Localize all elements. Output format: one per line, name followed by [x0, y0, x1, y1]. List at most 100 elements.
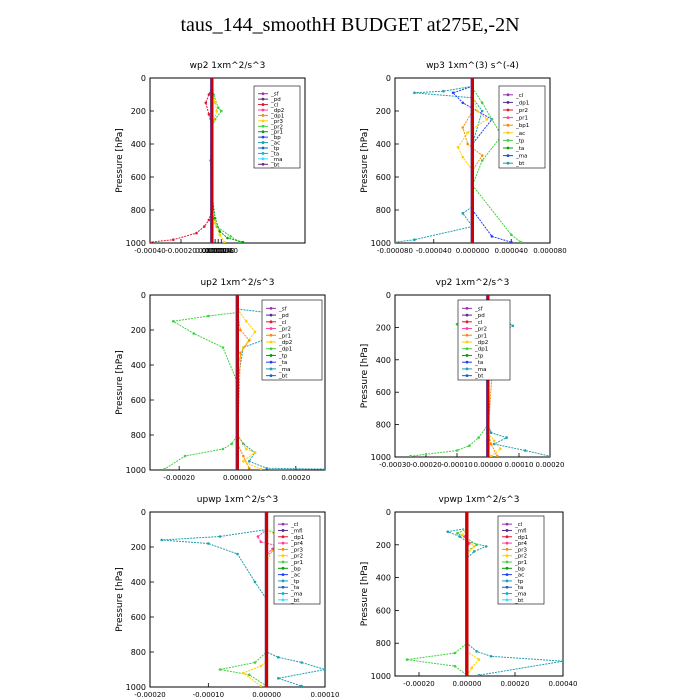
plot-area: [150, 78, 245, 243]
legend-marker: [261, 146, 265, 150]
legend-label: _pr2: [515, 108, 528, 114]
legend-label: _pd: [278, 313, 289, 319]
data-point: [242, 671, 245, 675]
legend-marker: [505, 573, 509, 577]
data-point: [245, 320, 248, 323]
legend-label: _ma: [290, 592, 302, 598]
legend-label: _pr2: [474, 327, 487, 333]
legend-marker: [269, 360, 273, 364]
data-point: [490, 235, 494, 238]
legend-marker: [505, 554, 509, 558]
legend-label: _pr1: [278, 333, 291, 339]
data-point: [226, 236, 229, 240]
panel-5: upwp 1xm^2/s^3 Pressure [hPa] 0 200 400 600 80…: [115, 495, 339, 699]
legend-marker: [261, 119, 265, 123]
legend-marker: [465, 306, 469, 310]
panel-title: wp3 1xm^(3) s^(-4): [426, 61, 519, 71]
plot-frame: [149, 77, 306, 244]
data-point: [484, 545, 488, 548]
series-line-pr1: [164, 312, 238, 470]
legend-label: _dp1: [290, 535, 304, 541]
y-tick-label: 400: [131, 140, 146, 149]
y-tick-label: 400: [376, 140, 391, 149]
legend-label: _tp: [474, 353, 484, 359]
legend-marker: [505, 585, 509, 589]
data-point: [456, 146, 460, 149]
data-point: [461, 155, 465, 159]
legend-label: _dp2: [278, 340, 292, 346]
legend-marker: [261, 103, 265, 106]
data-point: [489, 655, 493, 658]
panel-title: vp2 1xm^2/s^3: [436, 278, 510, 288]
data-point: [460, 533, 464, 537]
legend-marker: [465, 327, 469, 330]
panel-4: vp2 1xm^2/s^3 Pressure [hPa] 0 200 400 600 800…: [360, 278, 564, 469]
legend-label: _tp: [270, 146, 280, 152]
data-point: [195, 231, 198, 235]
data-point: [446, 530, 450, 533]
data-point: [218, 233, 222, 237]
legend-marker: [506, 154, 510, 158]
data-point: [413, 238, 416, 241]
legend-marker: [505, 579, 509, 583]
legend-label: _cl: [515, 93, 524, 99]
legend-label: _pd: [474, 313, 485, 319]
data-point: [192, 332, 196, 335]
x-tick-label: 0.00020: [536, 461, 565, 469]
data-point: [256, 535, 260, 538]
data-point: [163, 467, 166, 470]
legend-marker: [506, 123, 510, 127]
panel-title: upwp 1xm^2/s^3: [197, 495, 278, 505]
data-point: [207, 93, 211, 96]
series-line-tp: [395, 85, 483, 243]
data-point: [242, 460, 245, 463]
legend-marker: [281, 554, 285, 558]
y-axis-label: Pressure [hPa]: [360, 562, 370, 627]
legend-label: _ma: [270, 157, 282, 163]
series-line-pr2: [461, 528, 480, 676]
legend-label: _pr3: [290, 547, 304, 553]
legend-marker: [269, 374, 273, 378]
data-point: [213, 101, 217, 105]
legend-marker: [269, 306, 273, 310]
legend-marker: [269, 327, 273, 330]
data-point: [468, 541, 471, 545]
panel-title: vpwp 1xm^2/s^3: [438, 495, 519, 505]
data-point: [456, 532, 459, 535]
legend-marker: [269, 367, 273, 371]
data-point: [160, 538, 163, 542]
data-point: [207, 314, 210, 318]
data-point: [458, 535, 462, 538]
legend-label: _pr4: [290, 541, 304, 547]
legend-marker: [506, 139, 510, 142]
data-point: [453, 651, 457, 655]
y-tick-label: 800: [376, 206, 391, 215]
legend-label: _cl: [270, 103, 279, 109]
x-tick-label: 0.00040: [549, 680, 578, 688]
y-tick-label: 1000: [371, 239, 391, 248]
y-tick-label: 0: [386, 74, 391, 83]
data-point: [476, 109, 479, 113]
legend-label: _tp: [290, 579, 300, 585]
y-tick-label: 600: [376, 388, 391, 397]
y-axis-label: Pressure [hPa]: [115, 567, 125, 632]
data-point: [236, 552, 239, 556]
y-tick-label: 400: [376, 574, 391, 583]
data-point: [277, 677, 280, 680]
data-point: [409, 454, 412, 457]
data-point: [218, 535, 222, 538]
data-point: [477, 436, 481, 439]
data-point: [215, 109, 218, 113]
data-point: [265, 467, 269, 470]
legend-marker: [261, 124, 265, 128]
data-point: [523, 449, 527, 452]
data-point: [477, 658, 481, 661]
data-point: [245, 447, 248, 451]
y-tick-label: 800: [376, 639, 391, 648]
y-tick-label: 600: [376, 606, 391, 615]
legend-label: _ma: [515, 154, 527, 160]
legend-marker: [261, 157, 265, 161]
legend-label: _cl: [278, 320, 287, 326]
panel-title: wp2 1xm^2/s^3: [190, 61, 266, 71]
legend-label: _ac: [514, 573, 524, 579]
